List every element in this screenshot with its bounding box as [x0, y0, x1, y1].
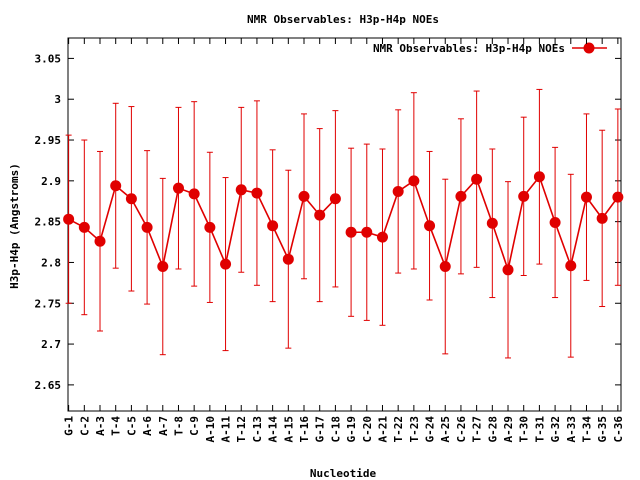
data-point: [580, 191, 592, 203]
y-axis-label: H3p-H4p (Angstroms): [8, 163, 21, 289]
x-tick-label: G-19: [345, 416, 358, 443]
x-tick-label: G-1: [63, 416, 76, 436]
x-tick-label: C-36: [612, 416, 625, 443]
data-point: [549, 216, 561, 228]
x-tick-label: C-20: [361, 416, 374, 443]
x-tick-label: T-16: [298, 416, 311, 443]
data-point: [565, 260, 577, 272]
data-point: [63, 213, 75, 225]
data-point: [298, 190, 310, 202]
y-tick-label: 3: [54, 93, 61, 106]
x-tick-label: T-31: [533, 416, 546, 443]
x-tick-label: G-24: [424, 416, 437, 443]
x-tick-label: C-9: [188, 416, 201, 436]
legend: NMR Observables: H3p-H4p NOEs: [373, 42, 607, 55]
y-tick-label: 2.65: [35, 379, 62, 392]
data-point: [141, 221, 153, 233]
x-tick-label: G-32: [549, 416, 562, 443]
x-tick-label: C-26: [455, 416, 468, 443]
x-tick-label: T-23: [408, 416, 421, 443]
data-point: [471, 173, 483, 185]
data-point: [596, 212, 608, 224]
data-point: [424, 220, 436, 232]
legend-marker: [583, 42, 595, 54]
y-tick-label: 2.85: [35, 216, 62, 229]
x-tick-label: G-17: [314, 416, 327, 443]
x-tick-label: T-8: [172, 416, 185, 436]
series-line: [351, 175, 619, 273]
x-tick-label: T-4: [110, 416, 123, 436]
x-tick-label: C-18: [329, 416, 342, 443]
chart-title: NMR Observables: H3p-H4p NOEs: [247, 13, 439, 26]
x-tick-label: A-33: [565, 416, 578, 443]
x-axis-label: Nucleotide: [310, 467, 377, 480]
x-tick-label: A-10: [204, 416, 217, 443]
data-point: [329, 193, 341, 205]
data-point: [188, 188, 200, 200]
x-tick-label: A-3: [94, 416, 107, 436]
data-point: [486, 217, 498, 229]
data-point: [235, 184, 247, 196]
data-point: [282, 253, 294, 265]
data-point: [439, 261, 451, 273]
x-tick-label: A-21: [376, 416, 389, 443]
data-point: [518, 190, 530, 202]
x-tick-label: T-34: [580, 416, 593, 443]
x-tick-label: A-29: [502, 416, 515, 443]
data-point: [455, 190, 467, 202]
y-tick-label: 3.05: [35, 52, 62, 65]
x-tick-label: C-13: [251, 416, 264, 443]
x-tick-label: A-25: [439, 416, 452, 443]
x-tick-label: T-12: [235, 416, 248, 443]
data-point: [172, 182, 184, 194]
x-tick-label: C-5: [125, 416, 138, 436]
x-tick-label: A-6: [141, 416, 154, 436]
data-point: [392, 185, 404, 197]
x-tick-label: T-30: [518, 416, 531, 443]
data-point: [345, 226, 357, 238]
x-tick-label: T-22: [392, 416, 405, 443]
data-point: [314, 209, 326, 221]
legend-label: NMR Observables: H3p-H4p NOEs: [373, 42, 565, 55]
data-point: [612, 191, 624, 203]
data-point: [376, 231, 388, 243]
y-tick-label: 2.8: [41, 256, 61, 269]
series-line: [68, 184, 336, 270]
data-point: [251, 187, 263, 199]
data-point: [502, 264, 514, 276]
data-point: [110, 180, 122, 192]
x-tick-label: A-11: [220, 416, 233, 443]
data-point: [267, 220, 279, 232]
data-point: [94, 235, 106, 247]
data-point: [157, 261, 169, 273]
data-point: [125, 193, 137, 205]
data-point: [361, 226, 373, 238]
y-tick-label: 2.75: [35, 297, 62, 310]
x-tick-label: A-7: [157, 416, 170, 436]
x-tick-label: G-35: [596, 416, 609, 443]
data-point: [408, 175, 420, 187]
data-point: [78, 221, 90, 233]
data-point: [204, 221, 216, 233]
y-tick-label: 2.7: [41, 338, 61, 351]
x-tick-label: T-27: [471, 416, 484, 443]
x-tick-label: A-15: [282, 416, 295, 443]
x-tick-label: A-14: [267, 416, 280, 443]
data-point: [533, 171, 545, 183]
y-tick-label: 2.95: [35, 134, 62, 147]
x-tick-label: C-2: [78, 416, 91, 436]
y-tick-label: 2.9: [41, 175, 61, 188]
x-tick-label: G-28: [486, 416, 499, 443]
data-point: [220, 258, 232, 270]
